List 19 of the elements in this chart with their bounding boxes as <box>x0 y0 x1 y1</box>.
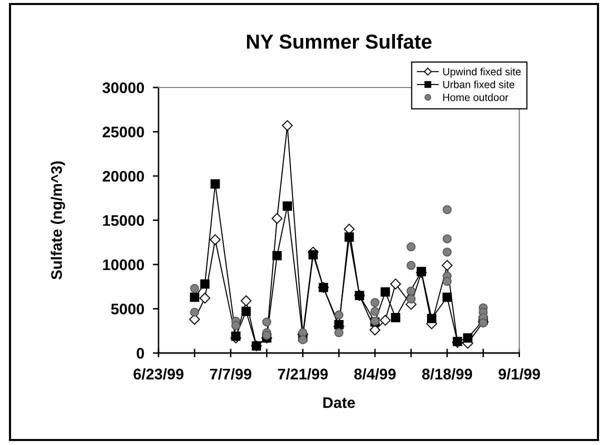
y-tick-label: 30000 <box>102 82 144 94</box>
x-tick-label: 7/7/99 <box>210 368 252 380</box>
legend-label: Urban fixed site <box>443 80 514 88</box>
y-tick-label: 10000 <box>103 259 144 270</box>
x-tick-label: 9/1/99 <box>498 368 540 380</box>
y-tick-label: 15000 <box>103 215 144 226</box>
legend-label: Upwind fixed site <box>443 68 521 78</box>
y-tick-label: 0 <box>136 348 144 359</box>
chart-title: NY Summer Sulfate <box>246 34 432 49</box>
x-tick-label: 6/23/99 <box>134 368 184 380</box>
x-tick-label: 8/4/99 <box>354 368 396 380</box>
y-tick-label: 5000 <box>111 304 144 314</box>
y-tick-label: 20000 <box>102 170 144 182</box>
x-axis-title: Date <box>323 397 355 408</box>
y-axis-title: Sulfate (ng/m^3) <box>50 161 66 280</box>
x-tick-label: 7/21/99 <box>278 368 328 380</box>
y-tick-label: 25000 <box>102 126 144 138</box>
x-tick-label: 8/18/99 <box>422 368 472 380</box>
legend-label: Home outdoor <box>443 93 508 102</box>
